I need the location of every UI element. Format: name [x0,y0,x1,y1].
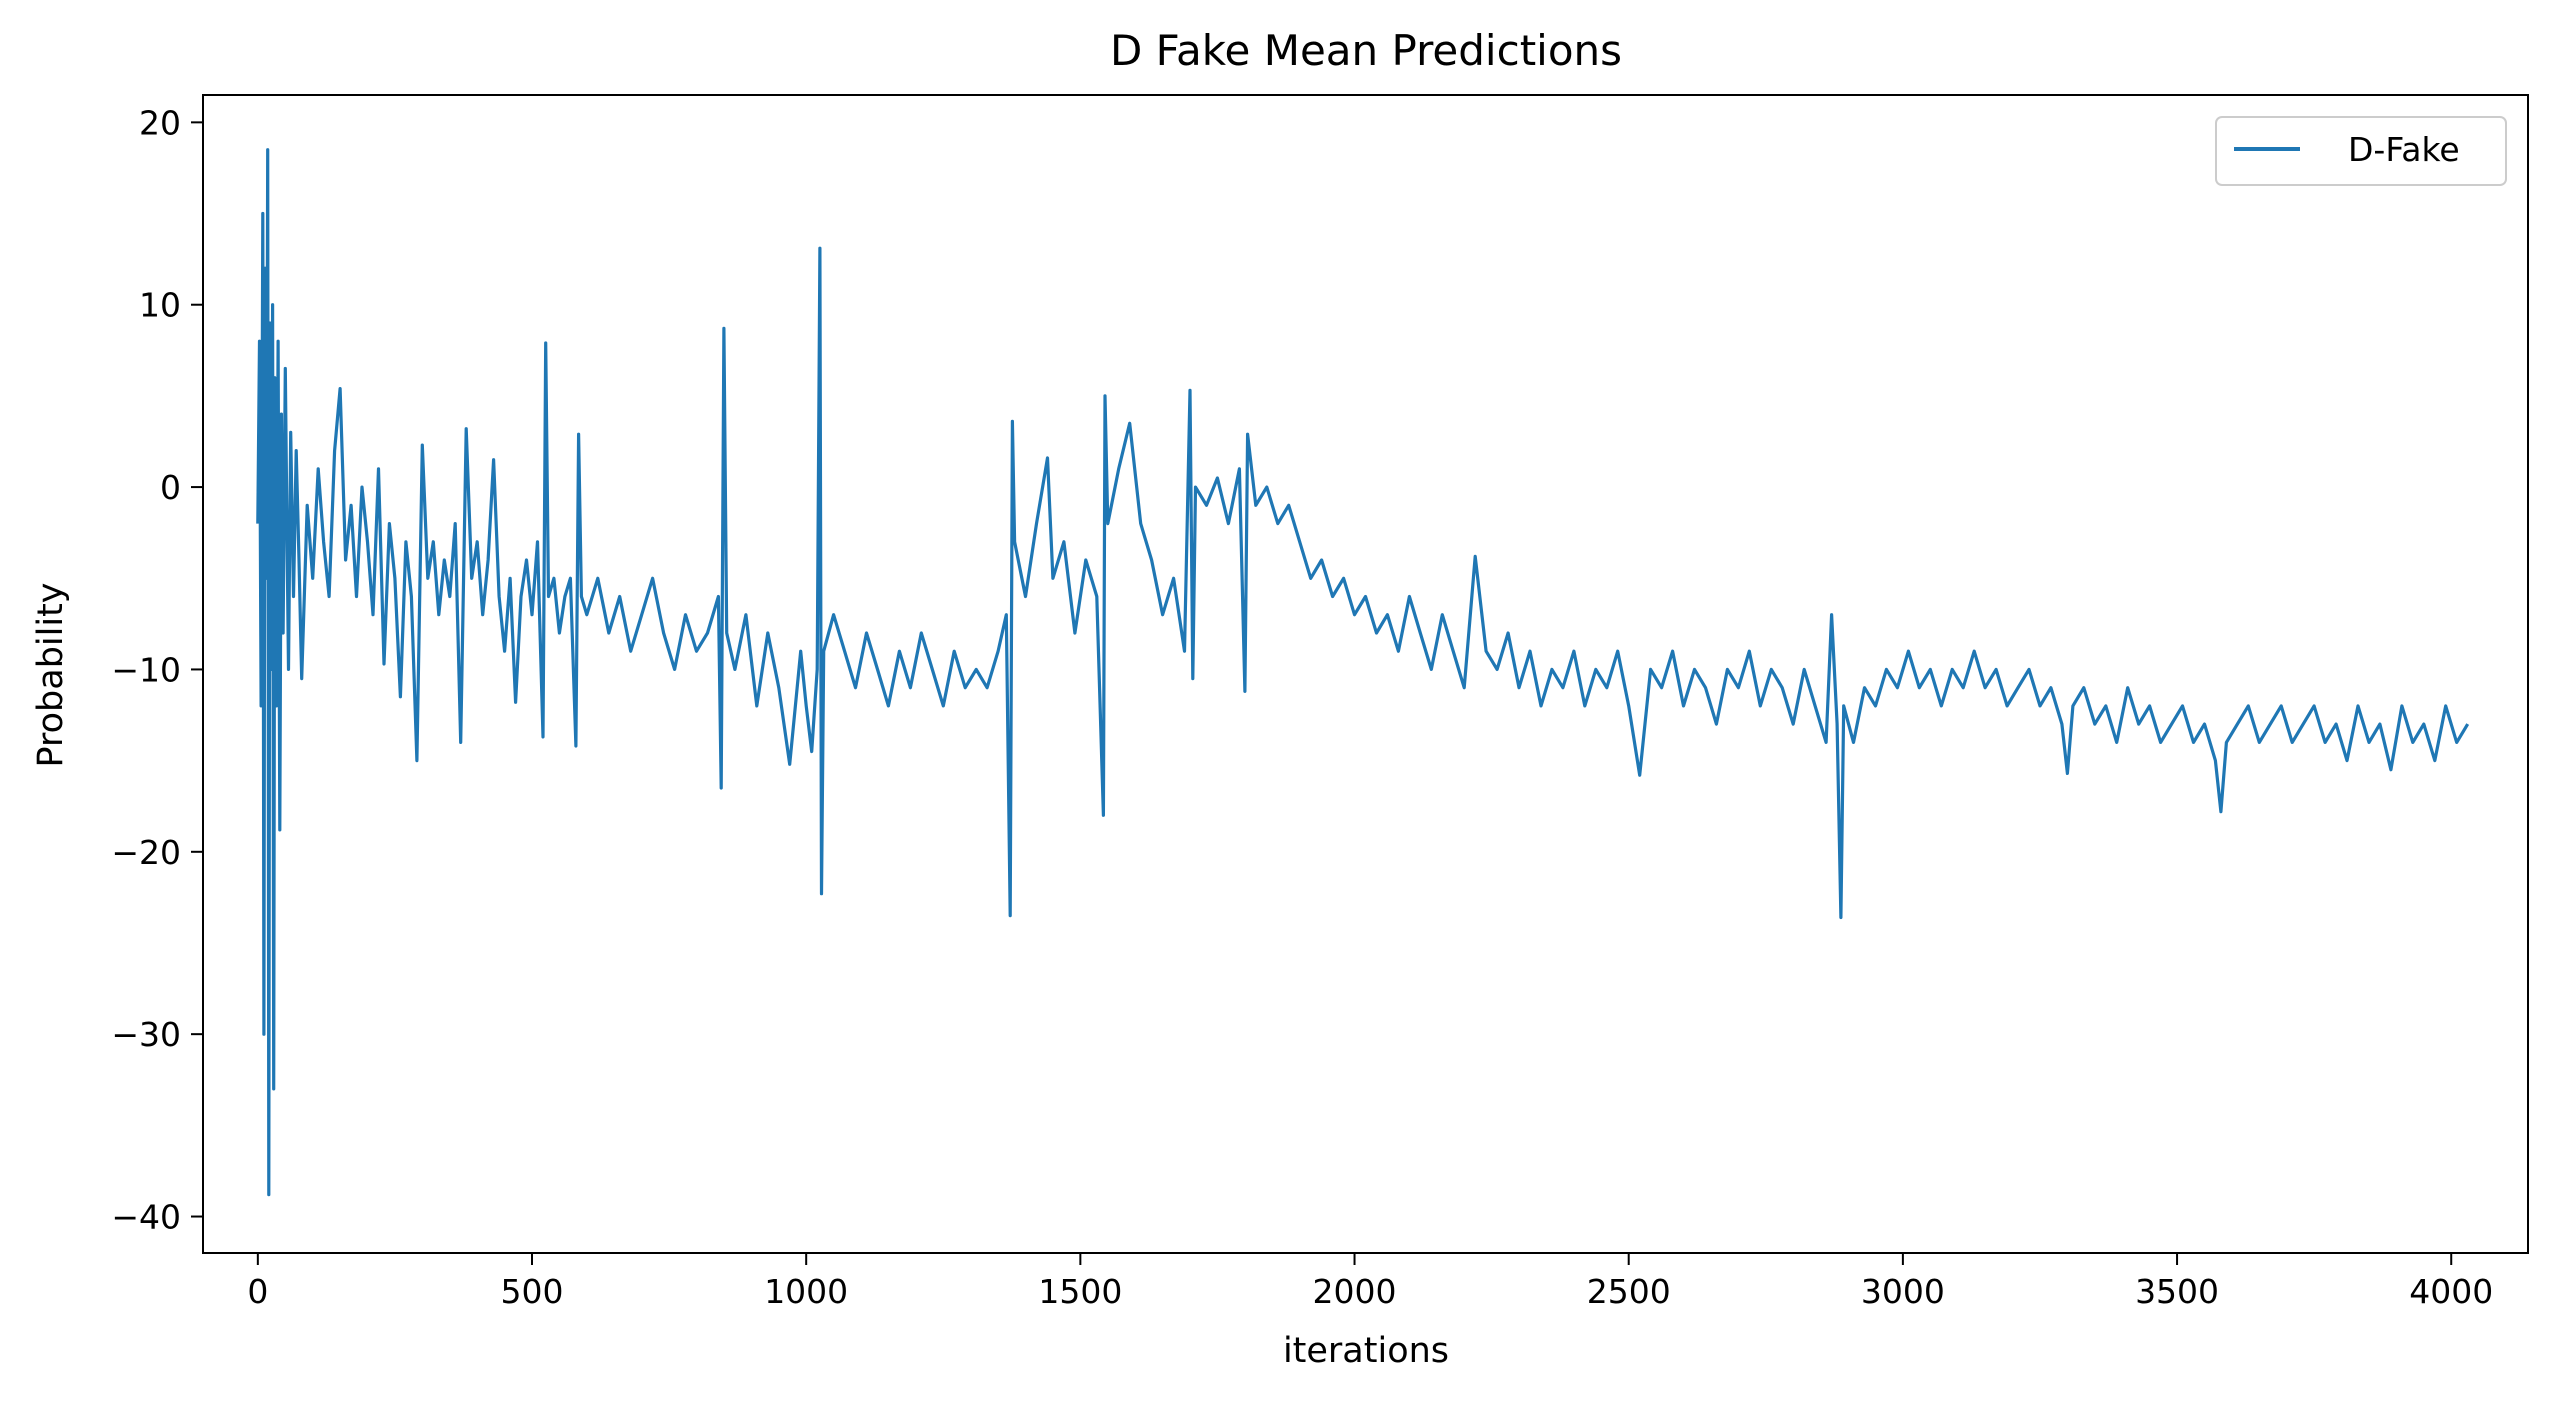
y-axis-ticks: 20 10 0 −10 −20 −30 −40 [111,103,203,1237]
x-tick-label: 1000 [764,1272,848,1311]
plot-frame [202,94,2529,1254]
x-axis-label: iterations [1283,1331,1449,1371]
plot-area: 0 500 1000 1500 2000 2500 3000 3500 4000 20 10 0 −1… [111,94,2529,1311]
series-line-d-fake [256,148,2470,1197]
x-axis-ticks: 0 500 1000 1500 2000 2500 3000 3500 4000 [247,1253,2493,1311]
legend-box [2215,116,2507,186]
y-tick-label: −10 [111,650,181,689]
y-tick-label: −20 [111,833,181,872]
x-tick-label: 0 [247,1272,268,1311]
x-tick-label: 500 [501,1272,564,1311]
x-tick-label: 3000 [1861,1272,1945,1311]
x-tick-label: 2500 [1587,1272,1671,1311]
chart-title: D Fake Mean Predictions [1110,26,1622,75]
y-tick-label: −30 [111,1015,181,1054]
y-tick-label: 20 [139,103,181,142]
y-tick-label: 0 [160,468,181,507]
x-tick-label: 3500 [2135,1272,2219,1311]
x-tick-label: 4000 [2409,1272,2493,1311]
y-tick-label: 10 [139,286,181,325]
x-tick-label: 2000 [1313,1272,1397,1311]
legend: D-Fake [2215,116,2507,186]
y-axis-label: Probability [31,582,71,767]
y-tick-label: −40 [111,1198,181,1237]
x-tick-label: 1500 [1038,1272,1122,1311]
legend-label-d-fake: D-Fake [2348,130,2460,169]
